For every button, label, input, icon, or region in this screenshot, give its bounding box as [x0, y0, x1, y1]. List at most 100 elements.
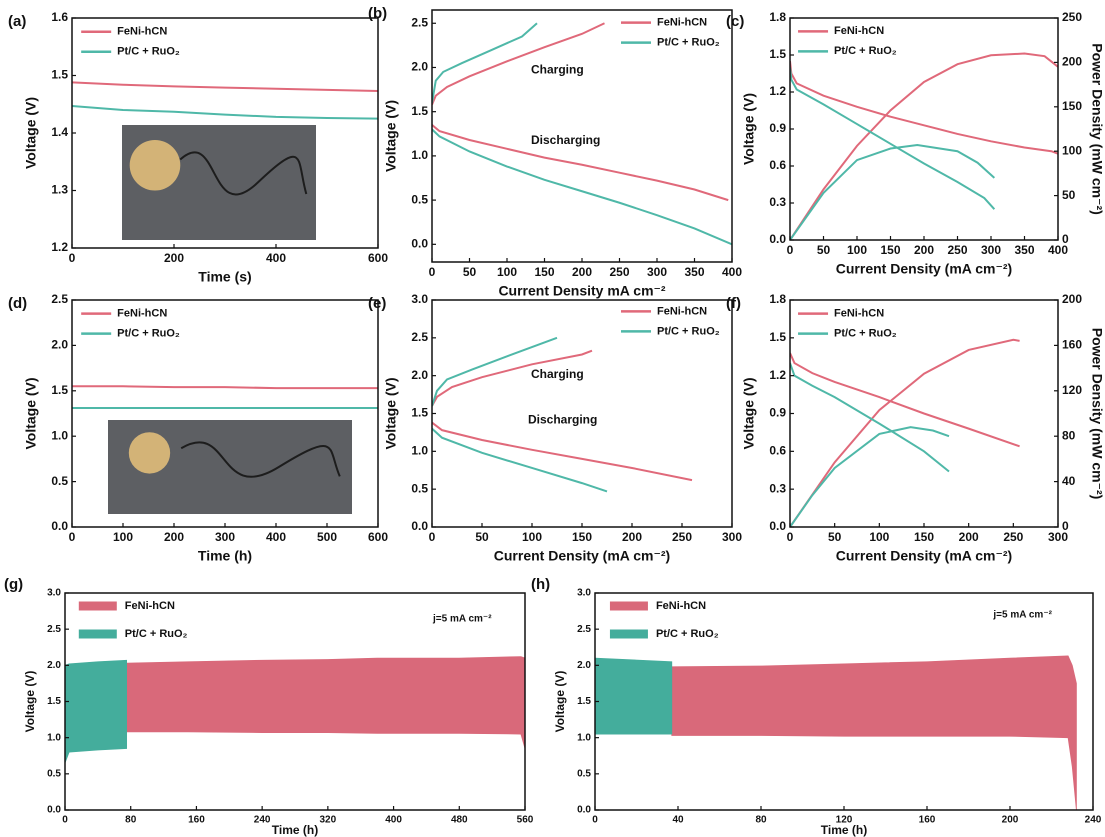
x-tick-label: 200: [1002, 815, 1019, 826]
annotation: Discharging: [531, 133, 600, 147]
data-line: [72, 106, 378, 119]
figure: 02004006001.21.31.41.51.6Time (s)Voltage…: [0, 0, 1105, 837]
y-tick-label: 1.2: [769, 368, 786, 382]
y2-tick-label: 200: [1062, 292, 1082, 306]
y-axis-label: Voltage (V): [553, 671, 567, 733]
y-tick-label: 0.0: [47, 805, 61, 816]
y-tick-label: 1.0: [47, 732, 61, 743]
y-tick-label: 1.5: [411, 104, 428, 118]
y-tick-label: 1.5: [769, 47, 786, 61]
x-axis-label: Current Density (mA cm⁻²): [836, 548, 1012, 564]
x-tick-label: 100: [869, 530, 889, 544]
y-tick-label: 0.0: [769, 519, 786, 533]
axes-frame: [790, 18, 1058, 240]
legend-label: Pt/C + RuO₂: [657, 325, 720, 337]
legend-label: FeNi-hCN: [125, 600, 175, 612]
panel: 0501001502002503000.00.30.60.91.21.51.80…: [726, 292, 1105, 564]
x-tick-label: 0: [592, 815, 598, 826]
x-tick-label: 50: [828, 530, 842, 544]
inset-light: [129, 432, 170, 473]
data-line: [790, 67, 994, 209]
x-tick-label: 150: [914, 530, 934, 544]
cycling-band: [595, 658, 672, 734]
y2-tick-label: 100: [1062, 143, 1082, 157]
y2-tick-label: 40: [1062, 474, 1076, 488]
y2-tick-label: 200: [1062, 55, 1082, 69]
cycling-band: [65, 660, 127, 763]
x-axis-label: Time (h): [198, 548, 252, 564]
y-tick-label: 1.5: [411, 406, 428, 420]
data-line: [790, 427, 949, 527]
data-line: [432, 429, 607, 492]
x-tick-label: 50: [463, 265, 477, 279]
data-line: [432, 423, 692, 481]
panel-label: (d): [8, 295, 27, 312]
x-tick-label: 40: [672, 815, 684, 826]
y-tick-label: 1.6: [51, 10, 68, 24]
y-tick-label: 1.5: [51, 68, 68, 82]
y-tick-label: 1.5: [51, 383, 68, 397]
y-tick-label: 2.5: [47, 624, 61, 635]
x-tick-label: 100: [113, 530, 133, 544]
y-axis-label: Voltage (V): [383, 377, 399, 449]
y2-tick-label: 80: [1062, 428, 1076, 442]
cycling-band: [672, 656, 1077, 810]
y-tick-label: 1.0: [51, 428, 68, 442]
data-line: [72, 82, 378, 91]
y-tick-label: 2.0: [411, 368, 428, 382]
legend-label: Pt/C + RuO₂: [117, 46, 180, 58]
x-tick-label: 0: [69, 530, 76, 544]
panel-label: (a): [8, 13, 26, 30]
legend-label: FeNi-hCN: [657, 305, 707, 317]
x-tick-label: 300: [981, 243, 1001, 257]
y-tick-label: 2.0: [51, 338, 68, 352]
x-axis-label: Time (h): [272, 823, 318, 837]
x-tick-label: 250: [947, 243, 967, 257]
y-tick-label: 2.0: [47, 660, 61, 671]
legend-label: Pt/C + RuO₂: [834, 45, 897, 57]
legend-label: Pt/C + RuO₂: [125, 628, 188, 640]
legend-label: FeNi-hCN: [117, 26, 167, 38]
y2-tick-label: 120: [1062, 383, 1082, 397]
y-tick-label: 1.5: [577, 696, 591, 707]
y2-axis-label: Power Density (mW cm⁻²): [1089, 43, 1105, 215]
legend-label: FeNi-hCN: [656, 600, 706, 612]
x-tick-label: 50: [817, 243, 831, 257]
data-line: [432, 23, 537, 103]
x-tick-label: 240: [1085, 815, 1102, 826]
annotation: Charging: [531, 367, 584, 381]
y2-tick-label: 0: [1062, 232, 1069, 246]
y-tick-label: 0.5: [577, 768, 591, 779]
legend-label: Pt/C + RuO₂: [834, 328, 897, 340]
x-tick-label: 500: [317, 530, 337, 544]
y-axis-label: Voltage (V): [741, 377, 757, 449]
x-axis-label: Time (s): [198, 269, 251, 285]
x-tick-label: 350: [684, 265, 704, 279]
y-tick-label: 3.0: [411, 292, 428, 306]
x-tick-label: 0: [787, 243, 794, 257]
x-tick-label: 320: [320, 815, 337, 826]
y-axis-label: Voltage (V): [741, 93, 757, 165]
x-tick-label: 100: [847, 243, 867, 257]
x-tick-label: 250: [1003, 530, 1023, 544]
y-tick-label: 1.0: [411, 148, 428, 162]
x-tick-label: 300: [647, 265, 667, 279]
y-tick-label: 0.9: [769, 406, 786, 420]
annotation: j=5 mA cm⁻²: [992, 609, 1052, 620]
x-axis-label: Current Density mA cm⁻²: [498, 283, 665, 299]
x-axis-label: Current Density (mA cm⁻²): [494, 548, 670, 564]
x-tick-label: 200: [164, 530, 184, 544]
y-tick-label: 2.5: [51, 292, 68, 306]
x-tick-label: 100: [522, 530, 542, 544]
y-tick-label: 0.0: [411, 236, 428, 250]
y-tick-label: 2.5: [411, 15, 428, 29]
cycling-band: [127, 657, 525, 749]
legend-label: Pt/C + RuO₂: [656, 628, 719, 640]
panel-label: (e): [368, 295, 386, 312]
panel-label: (h): [531, 576, 550, 593]
y-tick-label: 2.0: [411, 60, 428, 74]
y-tick-label: 1.8: [769, 292, 786, 306]
